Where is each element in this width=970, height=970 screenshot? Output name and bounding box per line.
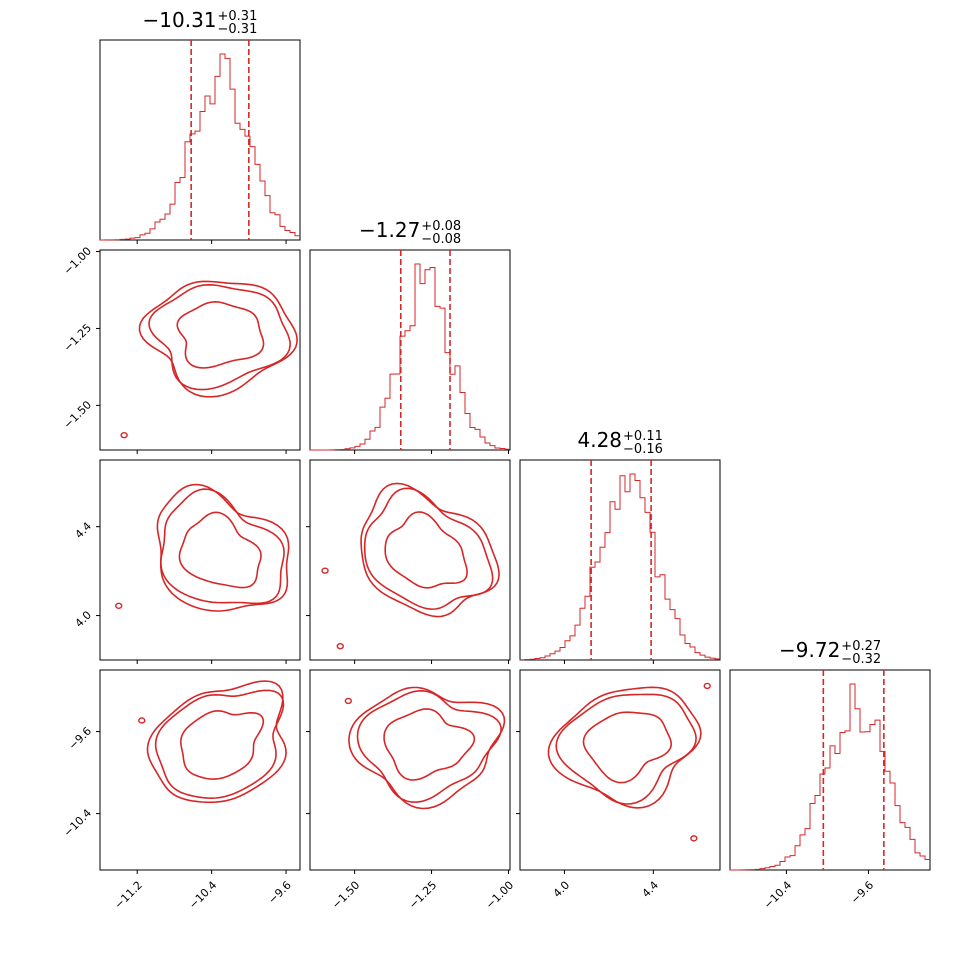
contour-island bbox=[344, 697, 353, 705]
contour-level-1 bbox=[363, 487, 494, 611]
y-tick-label: −1.50 bbox=[61, 398, 94, 431]
contour-panel-2-0 bbox=[99, 459, 301, 661]
y-tick-label: −10.4 bbox=[61, 807, 94, 840]
contour-island bbox=[690, 835, 698, 842]
hist-title-3: −9.72 +0.27 −0.32 bbox=[779, 638, 882, 667]
contour-level-1 bbox=[159, 488, 285, 605]
contour-island bbox=[703, 682, 711, 690]
x-tick-label: −10.4 bbox=[186, 879, 219, 912]
hist-title-1: −1.27 +0.08 −0.08 bbox=[359, 218, 462, 247]
hist-panel-0 bbox=[99, 39, 301, 241]
contour-level-2 bbox=[146, 680, 287, 804]
x-tick-label: −10.4 bbox=[761, 879, 794, 912]
hist-title-2: 4.28 +0.11 −0.16 bbox=[577, 428, 663, 457]
contour-island bbox=[120, 431, 128, 439]
x-tick-label: −1.00 bbox=[483, 879, 516, 912]
contour-level-1 bbox=[148, 283, 291, 391]
x-tick-label: −9.6 bbox=[848, 879, 876, 907]
hist-title-0: −10.31 +0.31 −0.31 bbox=[142, 8, 258, 37]
contour-level-2 bbox=[138, 280, 298, 398]
hist-panel-1 bbox=[309, 249, 511, 451]
x-tick-label: 4.4 bbox=[640, 879, 662, 901]
histogram-0 bbox=[99, 53, 300, 241]
y-tick-label: 4.0 bbox=[73, 608, 95, 630]
contour-panel-2-1 bbox=[309, 459, 511, 661]
contour-island bbox=[336, 642, 344, 650]
contour-level-1 bbox=[154, 689, 285, 800]
contour-level-0 bbox=[384, 511, 468, 589]
x-tick-label: −11.2 bbox=[112, 879, 145, 912]
x-tick-label: −9.6 bbox=[266, 879, 294, 907]
contour-level-0 bbox=[178, 511, 262, 589]
contour-level-0 bbox=[582, 711, 673, 784]
contour-level-2 bbox=[360, 482, 500, 618]
contour-level-2 bbox=[348, 686, 506, 810]
y-tick-label: 4.4 bbox=[73, 520, 95, 542]
contour-island bbox=[321, 567, 329, 574]
hist-panel-3 bbox=[729, 669, 931, 871]
contour-level-0 bbox=[179, 710, 265, 780]
contour-panel-1-0 bbox=[99, 249, 301, 451]
contour-panel-3-1 bbox=[309, 669, 511, 871]
x-tick-label: −1.25 bbox=[406, 879, 439, 912]
x-tick-label: −1.50 bbox=[329, 879, 362, 912]
contour-level-2 bbox=[156, 483, 290, 612]
contour-level-0 bbox=[383, 708, 476, 781]
contour-level-1 bbox=[555, 693, 697, 805]
y-tick-label: −1.25 bbox=[61, 321, 94, 354]
x-tick-label: 4.0 bbox=[551, 879, 573, 901]
contour-panel-3-2 bbox=[519, 669, 721, 871]
contour-island bbox=[138, 717, 146, 724]
y-tick-label: −9.6 bbox=[66, 724, 94, 752]
contour-level-2 bbox=[547, 686, 702, 809]
histogram-3 bbox=[729, 683, 930, 871]
contour-level-1 bbox=[356, 689, 502, 803]
hist-panel-2 bbox=[519, 459, 721, 661]
contour-level-0 bbox=[176, 300, 265, 369]
histogram-1 bbox=[309, 263, 510, 451]
contour-panel-3-0 bbox=[99, 669, 301, 871]
y-tick-label: −1.00 bbox=[61, 244, 94, 277]
histogram-2 bbox=[519, 473, 720, 661]
contour-island bbox=[115, 602, 123, 610]
